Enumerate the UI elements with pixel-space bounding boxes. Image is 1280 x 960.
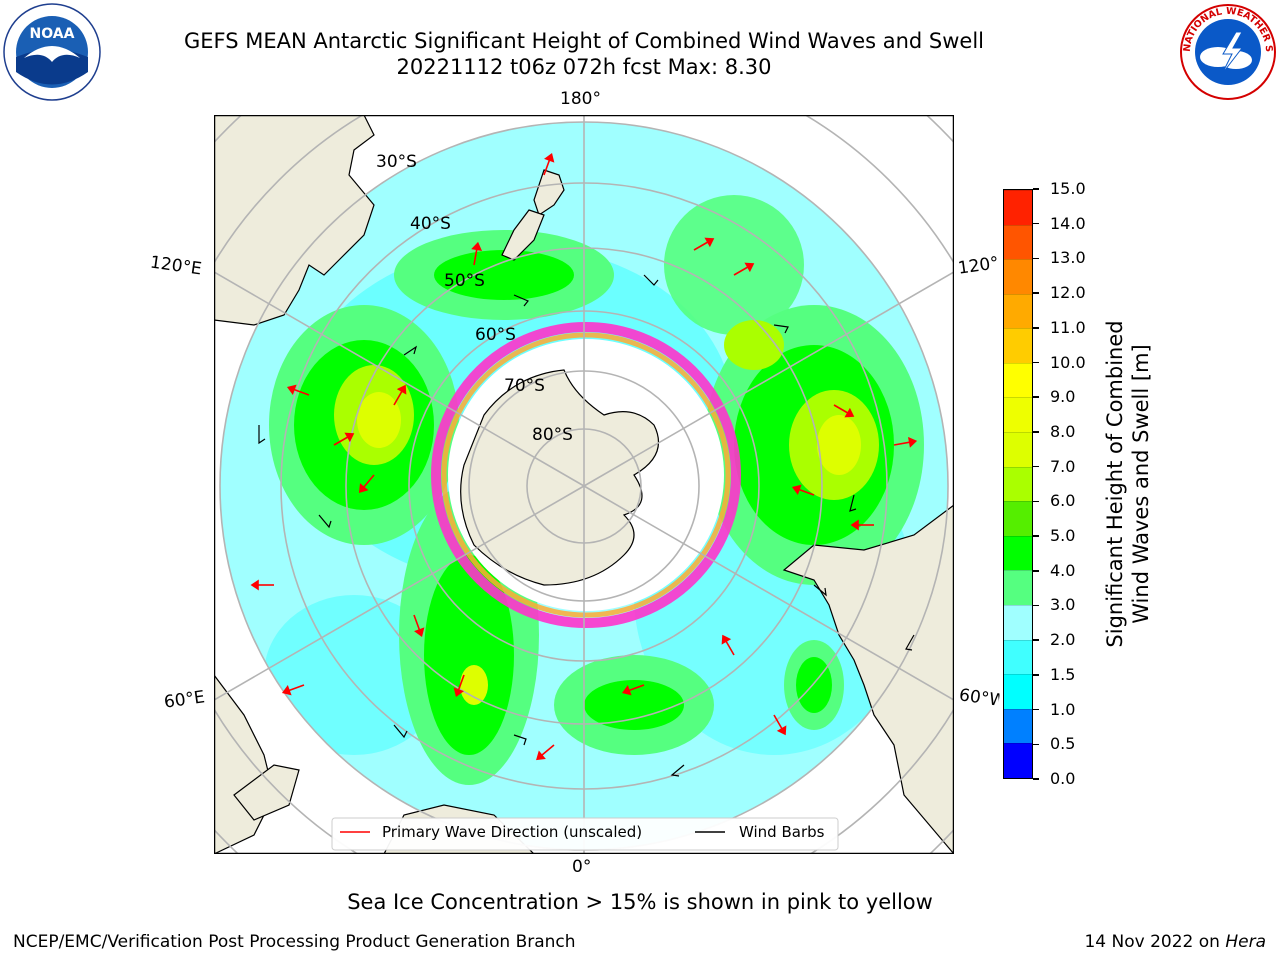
- colorbar-segment: [1004, 466, 1032, 502]
- wave-arrows: [250, 152, 918, 761]
- colorbar-segment: [1004, 328, 1032, 363]
- colorbar-label-line1: Significant Height of Combined: [1103, 320, 1127, 648]
- wind-barbs: [258, 274, 915, 777]
- footer-date: 14 Nov 2022 on Hera: [1084, 932, 1266, 952]
- colorbar-tick-mark: [1033, 257, 1039, 260]
- colorbar-tick-label: 10.0: [1050, 352, 1086, 372]
- footer-date-text: 14 Nov 2022 on: [1084, 932, 1226, 952]
- colorbar-tick-label: 3.0: [1050, 595, 1076, 615]
- colorbar-tick-mark: [1033, 396, 1039, 398]
- colorbar-tick-label: 0.5: [1050, 734, 1076, 754]
- lon-label-60w: 60°W: [957, 685, 1001, 711]
- lon-label-60e: 60°E: [162, 687, 207, 713]
- colorbar-segment: [1004, 570, 1032, 606]
- colorbar-tick-mark: [1033, 500, 1039, 503]
- lat-label-50s: 50°S: [444, 271, 485, 291]
- noaa-logo: NOAA: [2, 2, 102, 102]
- sea-ice-caption: Sea Ice Concentration > 15% is shown in …: [347, 890, 933, 914]
- nws-logo: NATIONAL WEATHER SERVICE: [1174, 0, 1278, 102]
- colorbar-tick-mark: [1033, 778, 1039, 780]
- colorbar-tick-mark: [1033, 361, 1039, 364]
- colorbar-segment: [1004, 432, 1032, 467]
- colorbar-segment: [1004, 708, 1032, 744]
- colorbar-tick-mark: [1033, 222, 1039, 225]
- colorbar-tick-label: 0.0: [1050, 769, 1076, 788]
- chart-title: GEFS MEAN Antarctic Significant Height o…: [183, 29, 985, 53]
- colorbar-segment: [1004, 743, 1032, 778]
- lon-label-120e: 120°E: [148, 252, 203, 280]
- colorbar-tick-mark: [1033, 188, 1039, 190]
- lat-label-60s: 60°S: [475, 325, 516, 345]
- colorbar-tick-mark: [1033, 431, 1039, 433]
- colorbar-tick-label: 12.0: [1050, 283, 1086, 303]
- antarctica: [448, 339, 724, 611]
- colorbar-segment: [1004, 605, 1032, 640]
- colorbar-tick-label: 9.0: [1050, 387, 1076, 407]
- colorbar-tick-mark: [1033, 743, 1039, 746]
- colorbar-ticks: 0.0 0.5 1.0 1.5 2.0 3.0 4.0 5.0 6.0 7.0 8.0 9.0 10.0…: [1033, 179, 1103, 788]
- colorbar-tick-label: 2.0: [1050, 630, 1076, 650]
- colorbar-tick-mark: [1033, 292, 1039, 294]
- colorbar-tick-label: 1.0: [1050, 699, 1076, 719]
- colorbar-tick-label: 1.5: [1050, 664, 1076, 684]
- longitude-grid: [214, 115, 954, 854]
- colorbar-segment: [1004, 535, 1032, 571]
- svg-text:NOAA: NOAA: [30, 26, 75, 42]
- lon-label-120w: 120°W: [956, 253, 1000, 279]
- colorbar-tick-mark: [1033, 604, 1039, 607]
- colorbar-segment: [1004, 293, 1032, 329]
- colorbar-tick-label: 8.0: [1050, 421, 1076, 441]
- lon-label-180: 180°: [560, 89, 601, 109]
- colorbar-segment: [1004, 397, 1032, 433]
- sea-ice: [431, 322, 741, 628]
- colorbar-tick-label: 4.0: [1050, 560, 1076, 580]
- lon-label-0: 0°: [572, 857, 592, 877]
- colorbar-tick-mark: [1033, 639, 1039, 641]
- lat-label-30s: 30°S: [376, 152, 417, 172]
- colorbar-tick-label: 11.0: [1050, 317, 1086, 337]
- map-border: [213, 114, 955, 855]
- colorbar-segment: [1004, 189, 1032, 225]
- colorbar-tick-mark: [1033, 465, 1039, 468]
- colorbar-tick-label: 15.0: [1050, 179, 1086, 198]
- colorbar-tick-label: 5.0: [1050, 526, 1076, 546]
- colorbar-tick-label: 14.0: [1050, 213, 1086, 233]
- lat-label-80s: 80°S: [532, 425, 573, 445]
- map-legend: [331, 817, 839, 851]
- colorbar-segment: [1004, 501, 1032, 536]
- colorbar-tick-label: 7.0: [1050, 456, 1076, 476]
- colorbar-tick-label: 13.0: [1050, 248, 1086, 268]
- chart-subtitle: 20221112 t06z 072h fcst Max: 8.30: [396, 55, 772, 79]
- colorbar-tick-mark: [1033, 570, 1039, 572]
- colorbar-tick-label: 6.0: [1050, 491, 1076, 511]
- colorbar: [1003, 189, 1033, 779]
- wave-direction-legend-label: Primary Wave Direction (unscaled): [382, 823, 642, 841]
- map-panel: 30°S 40°S 50°S 60°S 70°S 80°S Primary Wa…: [213, 114, 955, 855]
- colorbar-segment: [1004, 224, 1032, 260]
- lat-label-70s: 70°S: [504, 376, 545, 396]
- colorbar-label-line2: Wind Waves and Swell [m]: [1129, 344, 1153, 624]
- colorbar-segment: [1004, 639, 1032, 675]
- colorbar-segment: [1004, 674, 1032, 709]
- footer-host: Hera: [1225, 932, 1266, 952]
- colorbar-tick-mark: [1033, 535, 1039, 537]
- colorbar-tick-mark: [1033, 327, 1039, 329]
- wind-barbs-legend-label: Wind Barbs: [739, 823, 825, 841]
- footer-credit: NCEP/EMC/Verification Post Processing Pr…: [13, 932, 576, 952]
- colorbar-tick-mark: [1033, 674, 1039, 676]
- lat-label-40s: 40°S: [410, 214, 451, 234]
- colorbar-segment: [1004, 362, 1032, 398]
- colorbar-tick-mark: [1033, 708, 1039, 711]
- colorbar-segment: [1004, 259, 1032, 294]
